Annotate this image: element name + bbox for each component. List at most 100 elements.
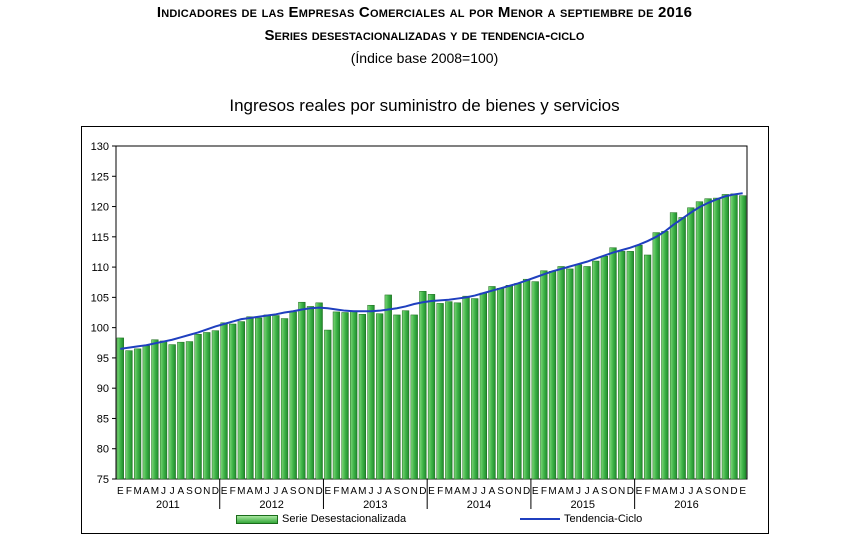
- bar: [211, 330, 220, 480]
- x-month-label: J: [472, 486, 477, 497]
- bar: [125, 350, 133, 480]
- bar: [142, 345, 150, 480]
- x-month-label: E: [739, 486, 746, 497]
- bar: [522, 278, 531, 480]
- x-month-label: M: [445, 486, 453, 497]
- bar: [427, 294, 436, 480]
- bar: [643, 254, 652, 480]
- report-base-note: (Índice base 2008=100): [350, 50, 499, 66]
- x-year-label: 2012: [259, 499, 283, 511]
- bar: [574, 264, 583, 480]
- report-title: Indicadores de las Empresas Comerciales …: [156, 4, 693, 21]
- bar: [289, 311, 297, 480]
- bar: [376, 313, 384, 480]
- bar: [133, 348, 142, 480]
- bar: [229, 323, 237, 480]
- y-tick-label: 75: [97, 474, 109, 486]
- bar: [704, 198, 712, 480]
- x-month-label: F: [333, 486, 339, 497]
- x-month-label: D: [212, 486, 219, 497]
- x-month-label: A: [247, 486, 254, 497]
- x-month-label: E: [532, 486, 539, 497]
- x-month-label: N: [618, 486, 625, 497]
- x-month-label: D: [419, 486, 426, 497]
- x-month-label: N: [722, 486, 729, 497]
- x-month-label: S: [497, 486, 504, 497]
- legend-bars-swatch: [236, 514, 278, 524]
- x-month-label: J: [273, 486, 278, 497]
- legend-bars: Serie Desestacionalizada: [236, 513, 406, 525]
- bar: [713, 197, 721, 480]
- bar: [272, 315, 280, 480]
- bar: [557, 266, 565, 480]
- bar: [661, 231, 669, 480]
- x-month-label: D: [316, 486, 323, 497]
- x-month-label: F: [645, 486, 651, 497]
- bar: [453, 302, 462, 480]
- x-month-label: S: [705, 486, 712, 497]
- bar: [600, 255, 608, 480]
- bar: [255, 317, 263, 480]
- x-month-label: A: [281, 486, 288, 497]
- report-subtitle: Series desestacionalizadas y de tendenci…: [264, 27, 585, 44]
- bar: [341, 312, 349, 480]
- trend-line: [120, 192, 743, 350]
- x-month-label: A: [385, 486, 392, 497]
- x-month-label: A: [662, 486, 669, 497]
- x-month-label: J: [680, 486, 685, 497]
- x-month-label: A: [454, 486, 461, 497]
- bar: [263, 314, 271, 480]
- x-month-label: J: [585, 486, 590, 497]
- x-year-label: 2011: [156, 499, 180, 511]
- x-year-label: 2014: [467, 499, 491, 511]
- x-month-label: A: [177, 486, 184, 497]
- chart-frame: [81, 126, 769, 534]
- x-month-label: O: [402, 486, 410, 497]
- x-month-label: J: [481, 486, 486, 497]
- bar: [358, 314, 366, 480]
- x-month-label: M: [462, 486, 470, 497]
- bar: [194, 334, 202, 480]
- legend-bars-label: Serie Desestacionalizada: [282, 513, 407, 525]
- y-tick-label: 100: [91, 323, 109, 335]
- bar: [669, 212, 678, 480]
- chart-title: Ingresos reales por suministro de bienes…: [229, 96, 620, 115]
- x-month-label: M: [341, 486, 349, 497]
- bar: [566, 268, 574, 480]
- y-tick-label: 90: [97, 383, 109, 395]
- x-month-label: J: [265, 486, 270, 497]
- bar: [548, 271, 557, 480]
- x-month-label: F: [230, 486, 236, 497]
- bar: [678, 217, 686, 480]
- x-year-label: 2015: [571, 499, 595, 511]
- legend-line-swatch: [520, 518, 560, 520]
- bar: [635, 245, 643, 480]
- x-month-label: O: [713, 486, 721, 497]
- bar: [540, 270, 548, 480]
- bar: [436, 303, 444, 480]
- bar: [505, 285, 513, 480]
- x-month-label: N: [203, 486, 210, 497]
- x-month-label: N: [307, 486, 314, 497]
- bar: [159, 340, 168, 480]
- bar: [479, 292, 487, 480]
- bar: [618, 251, 626, 480]
- x-month-label: E: [636, 486, 643, 497]
- bar: [583, 266, 591, 480]
- y-tick-label: 80: [97, 444, 109, 456]
- x-month-label: M: [254, 486, 262, 497]
- x-month-label: J: [161, 486, 166, 497]
- bar: [177, 341, 185, 480]
- x-year-label: 2016: [674, 499, 698, 511]
- x-month-label: O: [505, 486, 513, 497]
- x-month-label: J: [576, 486, 581, 497]
- bar: [384, 294, 392, 480]
- x-month-label: F: [126, 486, 132, 497]
- x-month-label: D: [730, 486, 737, 497]
- y-tick-label: 105: [91, 292, 109, 304]
- x-month-label: M: [133, 486, 141, 497]
- x-month-label: F: [437, 486, 443, 497]
- x-month-label: O: [194, 486, 202, 497]
- bar: [324, 329, 332, 480]
